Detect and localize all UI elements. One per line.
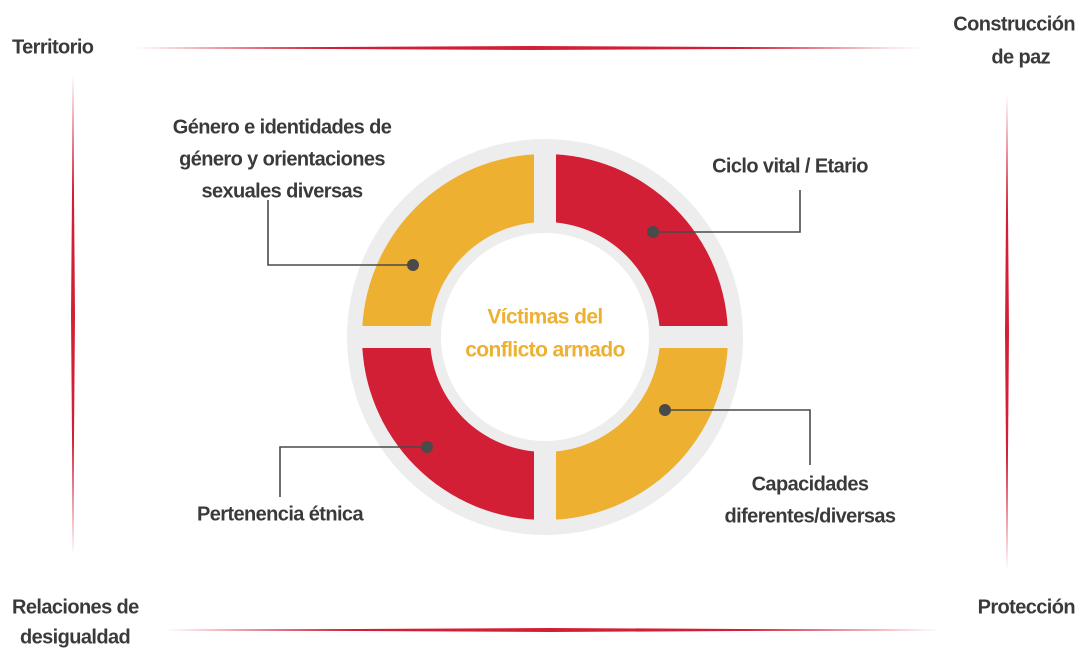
segment-label: Ciclo vital / Etario	[712, 155, 868, 177]
segment-label: Género e identidades de	[173, 116, 392, 138]
center-label: Víctimas del	[487, 306, 602, 329]
connector	[267, 200, 413, 266]
segment-label: diferentes/diversas	[725, 505, 896, 527]
connector-dot	[421, 441, 433, 453]
frame-line	[135, 46, 925, 50]
center-label: conflicto armado	[465, 339, 625, 362]
corner-label: desigualdad	[20, 626, 130, 648]
corner-label: Territorio	[12, 36, 94, 58]
inner-circle	[441, 233, 649, 441]
segment-label: Capacidades	[752, 473, 869, 495]
segment	[545, 337, 728, 520]
segment-label: sexuales diversas	[201, 180, 363, 202]
corner-label: de paz	[991, 46, 1050, 68]
connector	[653, 190, 801, 233]
connector	[665, 409, 811, 465]
connector-dot	[659, 404, 671, 416]
segment-label: género y orientaciones	[179, 148, 385, 170]
frame-line	[165, 628, 940, 632]
corner-label: Protección	[978, 596, 1075, 618]
connector-dot	[647, 226, 659, 238]
segment-label: Pertenencia étnica	[197, 503, 364, 525]
segment	[362, 154, 545, 337]
frame-line	[71, 75, 75, 555]
corner-label: Construcción	[953, 13, 1075, 35]
frame-line	[1005, 95, 1009, 570]
segment	[362, 337, 545, 520]
connector	[279, 446, 427, 497]
segment	[545, 154, 728, 337]
corner-label: Relaciones de	[12, 596, 139, 618]
connector-dot	[407, 259, 419, 271]
